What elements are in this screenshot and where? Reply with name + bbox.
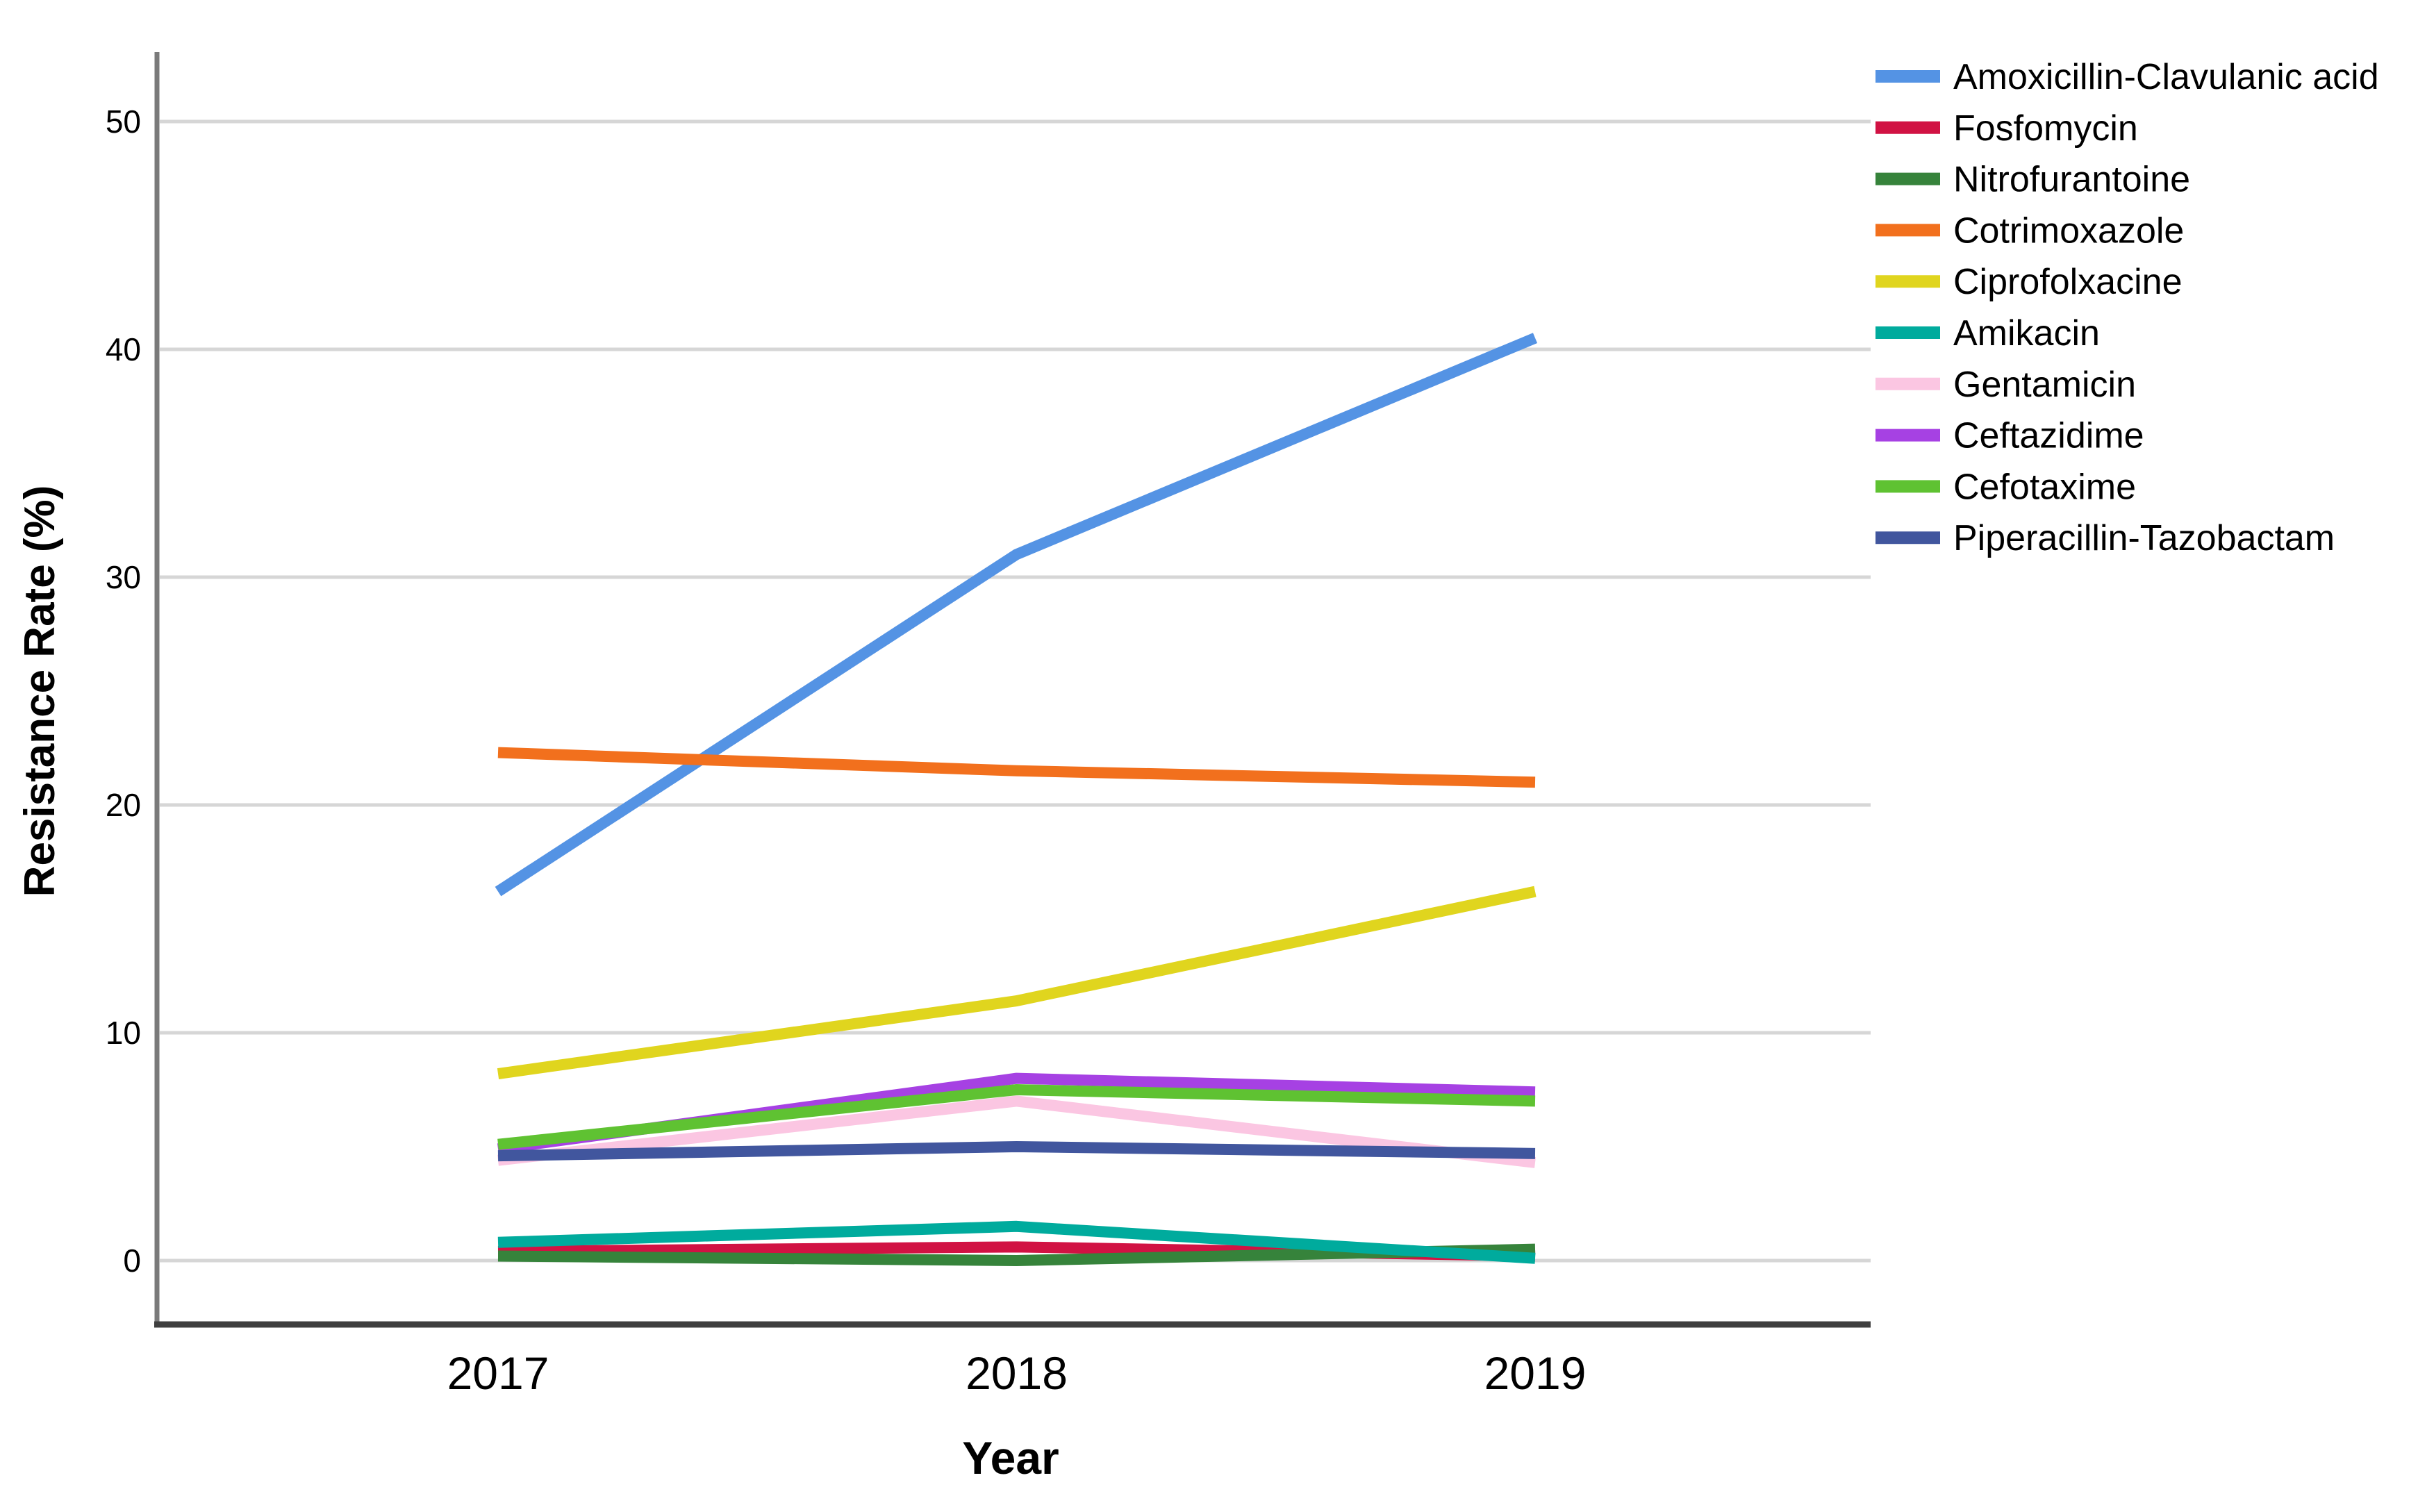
legend-label: Gentamicin: [1953, 365, 2136, 405]
x-tick-label: 2019: [1484, 1347, 1587, 1399]
gridlines: [160, 119, 1871, 1263]
axes: [154, 52, 1871, 1328]
y-tick-label: 0: [123, 1243, 141, 1279]
series-line-amikacin: [497, 1220, 1536, 1264]
y-tick-label: 10: [106, 1015, 141, 1051]
data-series-lines: [495, 333, 1538, 1266]
y-tick-label: 40: [106, 331, 141, 367]
x-axis-title: Year: [962, 1432, 1059, 1484]
series-line-ciprofolxacine: [497, 886, 1537, 1079]
series-line-gentamicin: [497, 1095, 1536, 1168]
legend-label: Amikacin: [1953, 313, 2100, 354]
legend: Amoxicillin-Clavulanic acid Fosfomycin Nit…: [1875, 57, 2379, 558]
y-axis-title: Resistance Rate (%): [16, 485, 64, 897]
series-line-cotrimoxazole: [497, 747, 1536, 788]
x-tick-label: 2018: [966, 1347, 1068, 1399]
y-tick-label: 20: [106, 787, 141, 823]
legend-label: Cotrimoxazole: [1953, 210, 2184, 251]
series-line-piperacillin-tazobactam: [497, 1141, 1536, 1162]
y-axis-tick-labels: 0 10 20 30 40 50: [106, 103, 141, 1279]
legend-label: Amoxicillin-Clavulanic acid: [1953, 57, 2379, 97]
legend-label: Cefotaxime: [1953, 467, 2136, 507]
legend-label: Piperacillin-Tazobactam: [1953, 518, 2335, 558]
series-line-amoxicillin-clavulanic-acid: [495, 333, 1538, 897]
y-tick-label: 50: [106, 103, 141, 140]
x-tick-label: 2017: [447, 1347, 549, 1399]
y-tick-label: 30: [106, 559, 141, 595]
series-line-cefotaxime: [497, 1084, 1536, 1150]
legend-label: Ceftazidime: [1953, 416, 2144, 456]
x-axis-tick-labels: 2017 2018 2019: [447, 1347, 1587, 1399]
legend-label: Ciprofolxacine: [1953, 262, 2183, 302]
legend-label: Nitrofurantoine: [1953, 160, 2190, 200]
legend-label: Fosfomycin: [1953, 108, 2138, 149]
